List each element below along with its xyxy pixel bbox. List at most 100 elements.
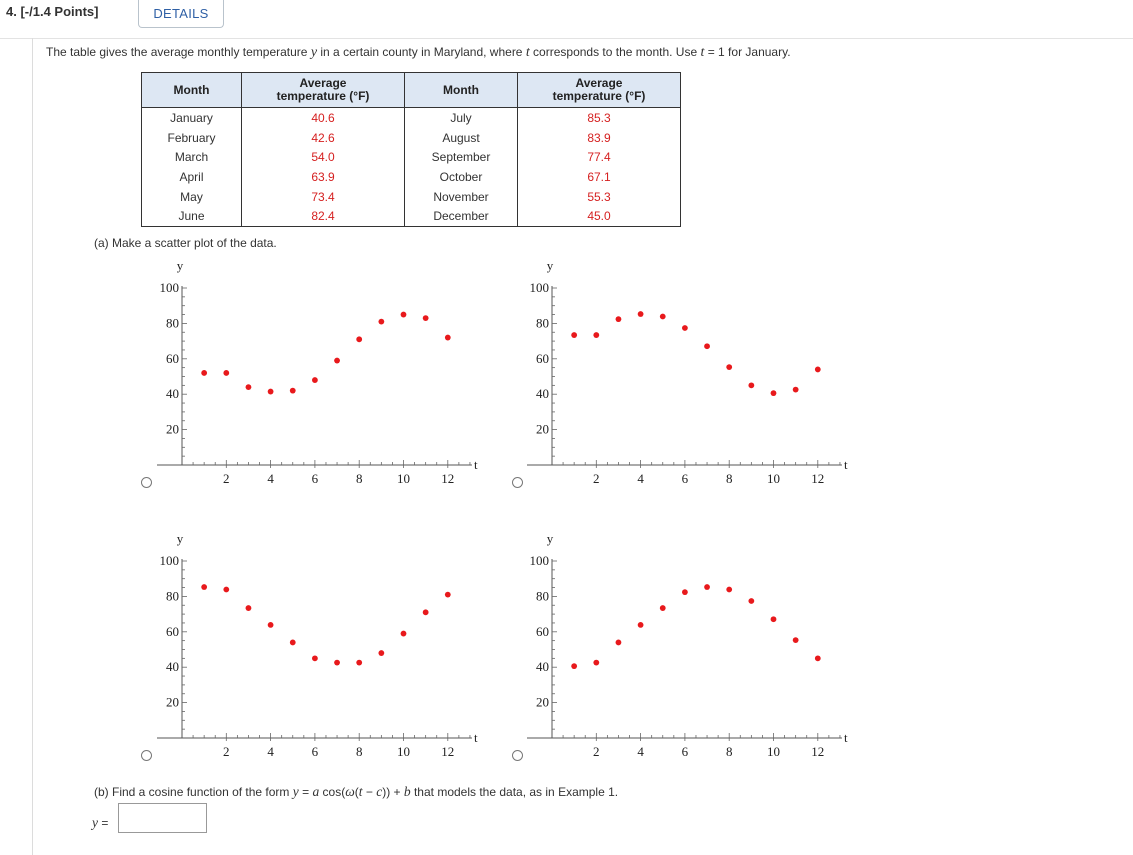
table-cell: January xyxy=(170,110,213,125)
data-point xyxy=(682,325,688,331)
data-point xyxy=(444,591,451,598)
data-point xyxy=(704,343,710,350)
data-point xyxy=(637,621,644,628)
data-point xyxy=(267,388,274,395)
data-point xyxy=(245,384,252,391)
formula-cos: cos( xyxy=(319,785,346,799)
data-point xyxy=(770,616,777,623)
table-cell: November xyxy=(404,186,518,207)
table-cell: 73.4 xyxy=(241,186,405,207)
plot-group: 2 4 6 8 10 12 20 40 60 80 100 t y xyxy=(157,258,478,486)
table-cell: September xyxy=(404,147,518,168)
x-axis-label: t xyxy=(474,730,478,745)
scatter-plot-option-d: 2 4 6 8 10 12 20 40 60 80 100 t y xyxy=(527,531,848,759)
data-point xyxy=(400,311,407,318)
plot-group: 2 4 6 8 10 12 20 40 60 80 100 t y xyxy=(527,258,848,486)
x-tick-label: 12 xyxy=(441,744,454,759)
option-c-radio[interactable] xyxy=(141,750,152,761)
data-point xyxy=(378,650,385,656)
x-tick-label: 12 xyxy=(811,744,824,759)
y-tick-label: 60 xyxy=(166,624,179,639)
x-tick-label: 12 xyxy=(441,471,454,486)
intro-text-2: in a certain county in Maryland, where xyxy=(317,45,526,59)
scatter-plot-option-c: 2 4 6 8 10 12 20 40 60 80 100 t y xyxy=(157,531,478,759)
data-point xyxy=(659,605,666,611)
answer-input[interactable] xyxy=(118,803,207,833)
answer-label-var: y xyxy=(92,815,98,830)
part-a-prompt: (a) Make a scatter plot of the data. xyxy=(94,236,277,250)
y-axis-label: y xyxy=(547,531,554,546)
formula-b: b xyxy=(403,784,411,799)
data-point xyxy=(223,370,230,376)
data-point xyxy=(245,605,252,611)
y-tick-label: 80 xyxy=(166,588,179,603)
scatter-plot-option-a: 2 4 6 8 10 12 20 40 60 80 100 t y xyxy=(157,258,478,486)
formula-minus: − xyxy=(362,785,377,799)
header-avg-temp-2: Average temperature (°F) xyxy=(517,72,681,108)
x-tick-label: 8 xyxy=(726,471,733,486)
y-tick-label: 100 xyxy=(160,280,180,295)
data-point xyxy=(615,639,622,646)
data-point xyxy=(571,332,578,338)
y-tick-label: 60 xyxy=(166,351,179,366)
part-b-text-2: that models the data, as in Example 1. xyxy=(410,785,619,799)
data-point xyxy=(814,655,821,662)
details-button[interactable]: DETAILS xyxy=(138,0,224,28)
table-cell: April xyxy=(179,169,204,184)
data-point xyxy=(400,630,407,637)
data-point xyxy=(726,364,733,371)
x-tick-label: 4 xyxy=(267,744,274,759)
data-point xyxy=(289,639,296,646)
formula-omega: ω xyxy=(345,784,355,799)
data-point xyxy=(334,357,340,364)
x-tick-label: 8 xyxy=(356,471,363,486)
data-point xyxy=(748,598,755,604)
question-intro: The table gives the average monthly temp… xyxy=(46,45,791,61)
table-row: February 42.6 August 83.9 xyxy=(142,127,681,148)
y-axis-label: y xyxy=(547,258,554,273)
table-row: April 63.9 October 67.1 xyxy=(142,167,681,187)
data-point xyxy=(312,655,318,662)
data-point xyxy=(726,586,733,593)
header-avg-temp-1: Average temperature (°F) xyxy=(241,72,405,108)
header-month-1: Month xyxy=(141,72,242,108)
intro-var-t: t xyxy=(525,45,530,60)
data-point xyxy=(334,659,340,666)
y-axis-label: y xyxy=(177,531,184,546)
table-cell: July xyxy=(404,107,518,128)
data-point xyxy=(637,311,644,317)
table-row: March 54.0 September 77.4 xyxy=(142,147,681,168)
data-point xyxy=(792,386,799,393)
option-d-radio[interactable] xyxy=(512,750,523,761)
data-point xyxy=(659,313,666,320)
table-cell: 85.3 xyxy=(517,107,681,128)
header-month-2: Month xyxy=(404,72,518,108)
formula-a: a xyxy=(312,784,320,799)
data-point xyxy=(289,387,296,394)
question-number-points: 4. [-/1.4 Points] xyxy=(6,4,99,19)
table-cell: 77.4 xyxy=(517,147,681,168)
header-avg-temp-1-line2: temperature (°F) xyxy=(276,89,370,103)
data-point xyxy=(814,366,821,373)
y-tick-label: 40 xyxy=(166,659,179,674)
y-tick-label: 60 xyxy=(536,624,549,639)
header-avg-temp-2-line2: temperature (°F) xyxy=(552,89,646,103)
intro-text-3: corresponds to the month. Use xyxy=(529,45,701,59)
table-row: January 40.6 July 85.3 xyxy=(142,107,681,128)
table-cell: May xyxy=(180,189,203,204)
x-tick-label: 2 xyxy=(223,471,230,486)
formula-eq: = xyxy=(298,785,313,799)
formula-open: ( xyxy=(354,785,359,799)
x-tick-label: 10 xyxy=(397,744,410,759)
y-tick-label: 100 xyxy=(530,280,550,295)
data-point xyxy=(615,316,622,323)
data-point xyxy=(593,332,600,338)
data-point xyxy=(422,315,429,321)
intro-text-1: The table gives the average monthly temp… xyxy=(46,45,311,59)
x-tick-label: 6 xyxy=(312,744,319,759)
option-a-radio[interactable] xyxy=(141,477,152,488)
intro-var-t-eq: t xyxy=(700,45,705,60)
option-b-radio[interactable] xyxy=(512,477,523,488)
table-cell: December xyxy=(404,206,518,227)
data-point xyxy=(748,382,755,389)
